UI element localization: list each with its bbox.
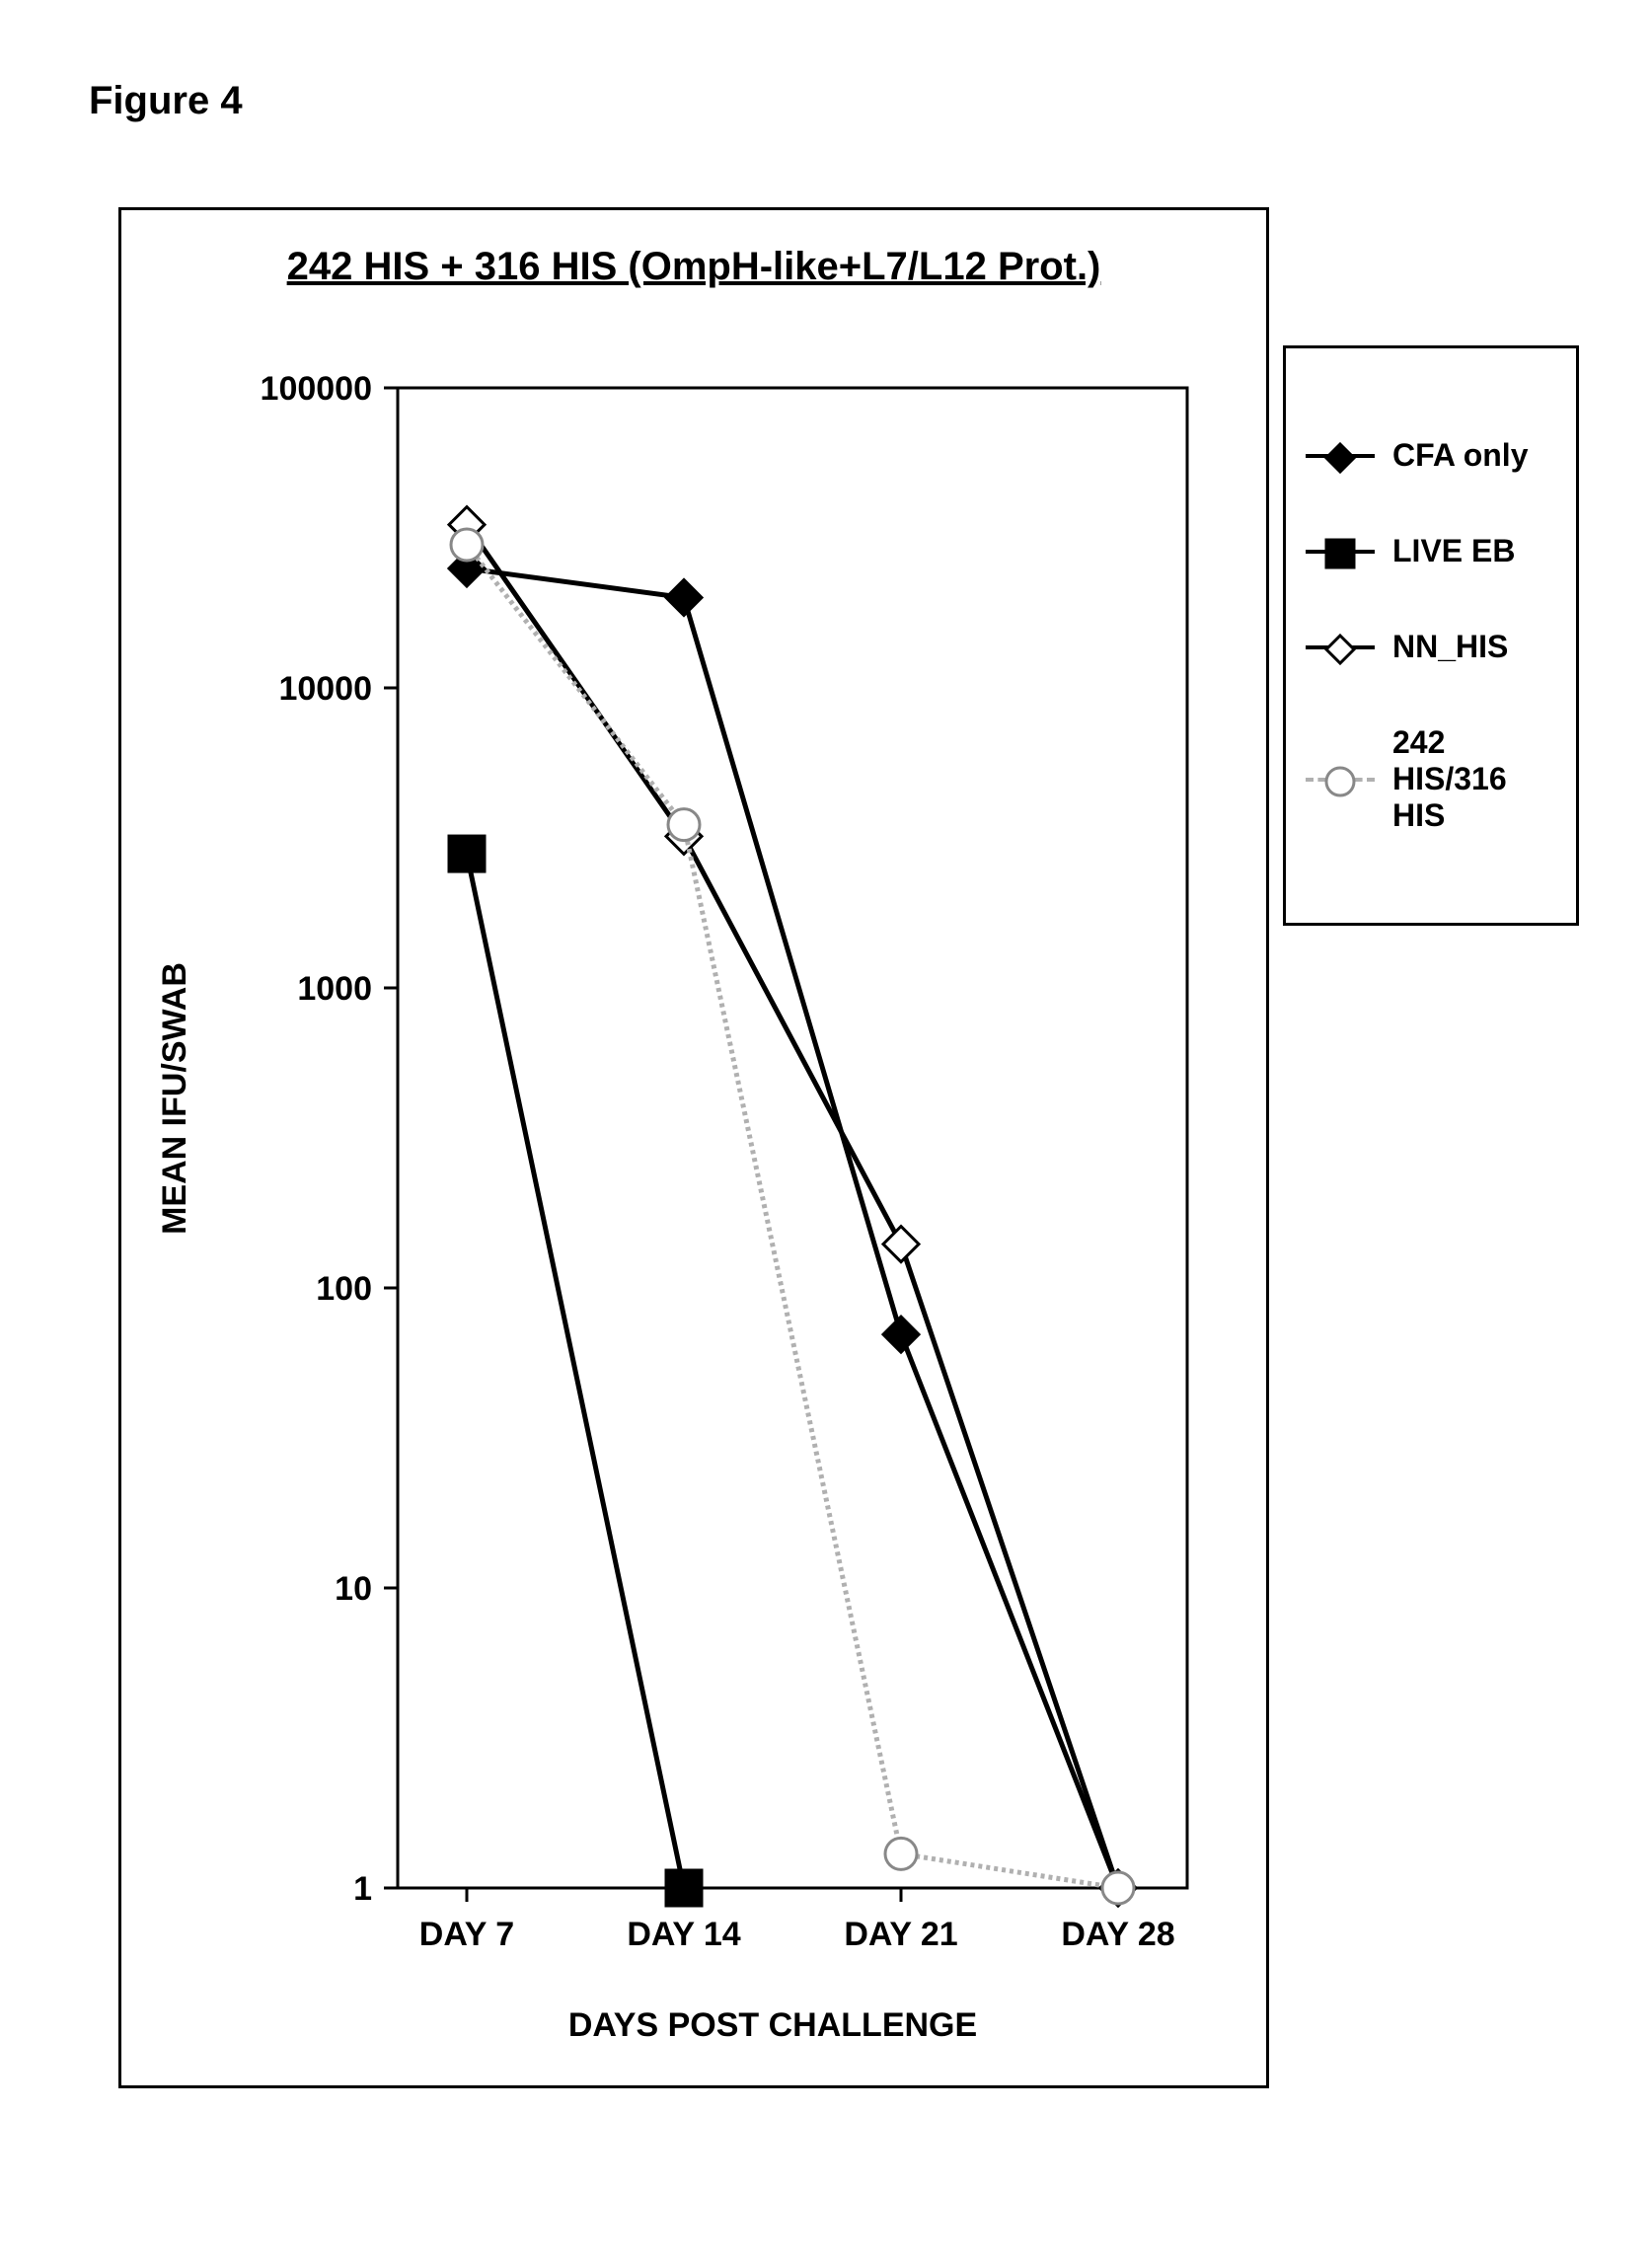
y-tick-label: 10000 bbox=[278, 670, 372, 708]
data-marker bbox=[668, 809, 700, 841]
legend: CFA only LIVE EB NN_HIS 242 HIS/316 HIS bbox=[1283, 345, 1579, 926]
legend-label: 242 HIS/316 HIS bbox=[1392, 724, 1556, 834]
legend-label: CFA only bbox=[1392, 437, 1528, 474]
legend-line-sample bbox=[1306, 778, 1375, 782]
data-marker bbox=[883, 1317, 919, 1352]
x-axis-label: DAYS POST CHALLENGE bbox=[568, 2006, 977, 2044]
chart-svg: 242 HIS + 316 HIS (OmpH-like+L7/L12 Prot… bbox=[121, 210, 1266, 2085]
legend-item: NN_HIS bbox=[1306, 629, 1556, 665]
data-marker bbox=[1326, 540, 1354, 567]
series-line bbox=[467, 545, 1118, 1888]
legend-line-sample bbox=[1306, 550, 1375, 554]
figure-label: Figure 4 bbox=[89, 79, 243, 123]
legend-item: 242 HIS/316 HIS bbox=[1306, 724, 1556, 834]
y-tick-label: 100 bbox=[316, 1270, 372, 1308]
data-marker bbox=[666, 1870, 702, 1906]
series-line bbox=[467, 568, 1118, 1888]
series-line bbox=[467, 854, 684, 1888]
legend-item: LIVE EB bbox=[1306, 533, 1556, 569]
legend-marker-icon bbox=[1320, 534, 1360, 573]
legend-label: LIVE EB bbox=[1392, 533, 1515, 569]
data-marker bbox=[883, 1227, 919, 1262]
legend-item: CFA only bbox=[1306, 437, 1556, 474]
data-marker bbox=[1326, 636, 1354, 663]
y-tick-label: 1000 bbox=[297, 970, 372, 1008]
series-line bbox=[467, 525, 1118, 1888]
y-tick-label: 100000 bbox=[261, 370, 372, 408]
x-tick-label: DAY 21 bbox=[844, 1916, 957, 1953]
legend-line-sample bbox=[1306, 454, 1375, 458]
plot-area bbox=[398, 388, 1187, 1888]
data-marker bbox=[1102, 1872, 1134, 1904]
y-axis-label: MEAN IFU/SWAB bbox=[156, 962, 193, 1235]
legend-label: NN_HIS bbox=[1392, 629, 1508, 665]
legend-marker-icon bbox=[1320, 630, 1360, 669]
data-marker bbox=[451, 529, 483, 561]
data-marker bbox=[1326, 444, 1354, 472]
data-marker bbox=[1326, 768, 1354, 795]
x-tick-label: DAY 14 bbox=[627, 1916, 740, 1953]
y-tick-label: 10 bbox=[335, 1570, 372, 1608]
legend-line-sample bbox=[1306, 645, 1375, 649]
chart-container: 242 HIS + 316 HIS (OmpH-like+L7/L12 Prot… bbox=[118, 207, 1269, 2088]
page: Figure 4 242 HIS + 316 HIS (OmpH-like+L7… bbox=[0, 0, 1652, 2264]
data-marker bbox=[885, 1838, 917, 1869]
data-marker bbox=[666, 579, 702, 615]
legend-marker-icon bbox=[1320, 438, 1360, 478]
legend-marker-icon bbox=[1320, 762, 1360, 801]
y-tick-label: 1 bbox=[353, 1870, 372, 1908]
x-tick-label: DAY 28 bbox=[1061, 1916, 1174, 1953]
data-marker bbox=[449, 836, 485, 871]
x-tick-label: DAY 7 bbox=[419, 1916, 514, 1953]
chart-title: 242 HIS + 316 HIS (OmpH-like+L7/L12 Prot… bbox=[287, 245, 1101, 288]
